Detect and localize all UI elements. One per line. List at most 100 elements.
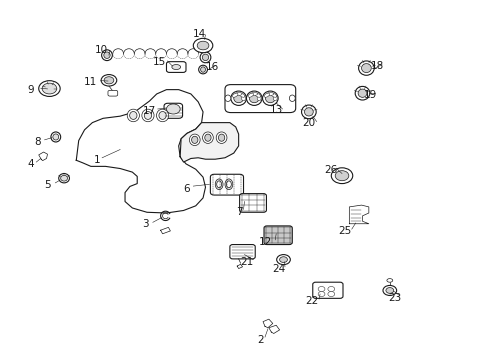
Ellipse shape — [51, 132, 61, 142]
Ellipse shape — [171, 64, 180, 69]
FancyBboxPatch shape — [224, 85, 295, 113]
Ellipse shape — [127, 109, 139, 122]
Polygon shape — [237, 264, 242, 269]
Ellipse shape — [246, 91, 262, 105]
Ellipse shape — [264, 93, 269, 97]
Text: 6: 6 — [183, 184, 190, 194]
Text: 1: 1 — [93, 154, 100, 165]
Ellipse shape — [202, 132, 213, 143]
Circle shape — [334, 171, 348, 181]
FancyBboxPatch shape — [108, 90, 118, 96]
Ellipse shape — [216, 181, 221, 188]
Ellipse shape — [361, 64, 370, 73]
Ellipse shape — [102, 50, 112, 60]
Text: 22: 22 — [305, 296, 318, 306]
FancyBboxPatch shape — [229, 244, 255, 259]
Ellipse shape — [144, 112, 151, 120]
Ellipse shape — [254, 93, 260, 97]
Ellipse shape — [202, 54, 208, 60]
FancyBboxPatch shape — [312, 282, 342, 298]
Ellipse shape — [191, 136, 198, 143]
Ellipse shape — [266, 93, 273, 95]
Polygon shape — [76, 90, 205, 213]
Polygon shape — [268, 325, 279, 333]
Text: 14: 14 — [193, 29, 206, 39]
Text: 3: 3 — [142, 220, 148, 229]
Ellipse shape — [250, 93, 257, 95]
Circle shape — [385, 288, 393, 293]
Text: 24: 24 — [271, 264, 285, 274]
Ellipse shape — [215, 179, 223, 190]
FancyBboxPatch shape — [239, 194, 266, 212]
Polygon shape — [263, 319, 272, 328]
Text: 25: 25 — [337, 226, 350, 236]
FancyBboxPatch shape — [210, 174, 243, 195]
Text: 20: 20 — [302, 118, 315, 128]
Ellipse shape — [289, 95, 295, 102]
Ellipse shape — [159, 112, 166, 120]
Text: 12: 12 — [258, 237, 271, 247]
Text: 7: 7 — [236, 207, 243, 217]
Ellipse shape — [204, 134, 211, 141]
FancyBboxPatch shape — [264, 226, 292, 244]
Ellipse shape — [273, 96, 277, 101]
Circle shape — [318, 292, 325, 297]
Ellipse shape — [216, 132, 226, 143]
Ellipse shape — [59, 174, 69, 183]
Text: 17: 17 — [142, 106, 156, 116]
Ellipse shape — [224, 179, 232, 190]
Text: 11: 11 — [84, 77, 97, 87]
Polygon shape — [348, 205, 368, 224]
Polygon shape — [160, 227, 170, 234]
Ellipse shape — [233, 94, 243, 103]
Circle shape — [327, 287, 334, 292]
Text: 21: 21 — [240, 257, 253, 267]
Text: 15: 15 — [152, 57, 165, 67]
Circle shape — [330, 168, 352, 184]
Ellipse shape — [301, 105, 316, 119]
Ellipse shape — [357, 89, 366, 97]
Ellipse shape — [241, 96, 245, 101]
Ellipse shape — [239, 93, 244, 97]
Ellipse shape — [129, 112, 137, 120]
Circle shape — [42, 83, 57, 94]
Text: 5: 5 — [44, 180, 51, 190]
Ellipse shape — [257, 96, 261, 101]
Ellipse shape — [247, 93, 253, 97]
Text: 8: 8 — [34, 137, 41, 147]
Ellipse shape — [53, 134, 59, 140]
Ellipse shape — [354, 86, 369, 100]
Ellipse shape — [226, 181, 231, 188]
Circle shape — [327, 292, 334, 297]
Ellipse shape — [224, 95, 230, 102]
FancyBboxPatch shape — [163, 103, 182, 118]
Ellipse shape — [386, 279, 392, 282]
Ellipse shape — [200, 67, 205, 72]
Ellipse shape — [235, 93, 242, 95]
Circle shape — [382, 285, 396, 296]
Text: 2: 2 — [256, 334, 263, 345]
Ellipse shape — [200, 52, 210, 63]
Circle shape — [193, 39, 212, 53]
Text: 9: 9 — [27, 85, 34, 95]
Circle shape — [104, 77, 114, 84]
Text: 4: 4 — [27, 159, 34, 169]
Polygon shape — [180, 123, 238, 162]
Ellipse shape — [262, 91, 278, 105]
Ellipse shape — [304, 108, 313, 116]
Polygon shape — [39, 152, 47, 161]
Circle shape — [279, 257, 287, 262]
Ellipse shape — [198, 65, 207, 74]
Text: 26: 26 — [324, 165, 337, 175]
Ellipse shape — [103, 52, 110, 58]
Circle shape — [276, 255, 290, 265]
Text: 10: 10 — [95, 45, 108, 55]
Ellipse shape — [265, 94, 275, 103]
Circle shape — [197, 41, 208, 50]
Circle shape — [39, 81, 60, 96]
Circle shape — [318, 287, 325, 292]
Ellipse shape — [270, 93, 276, 97]
Ellipse shape — [358, 61, 373, 75]
Circle shape — [101, 75, 117, 86]
Ellipse shape — [230, 91, 246, 105]
